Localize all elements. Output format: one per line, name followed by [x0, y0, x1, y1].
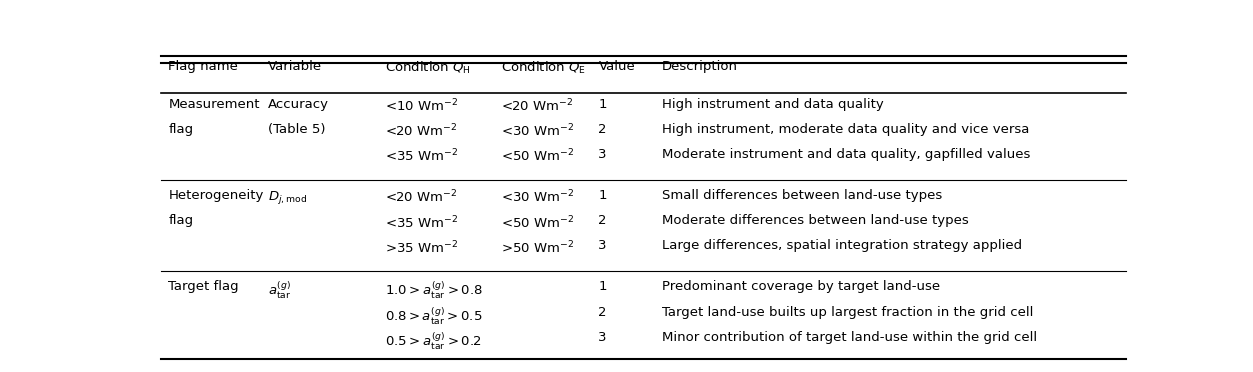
Text: Target land-use builts up largest fraction in the grid cell: Target land-use builts up largest fracti…: [662, 305, 1032, 318]
Text: Variable: Variable: [268, 60, 322, 73]
Text: >50 Wm$^{-2}$: >50 Wm$^{-2}$: [501, 240, 574, 256]
Text: <30 Wm$^{-2}$: <30 Wm$^{-2}$: [501, 123, 574, 140]
Text: Moderate differences between land-use types: Moderate differences between land-use ty…: [662, 214, 969, 227]
Text: flag: flag: [168, 214, 193, 227]
Text: Measurement: Measurement: [168, 97, 259, 110]
Text: <10 Wm$^{-2}$: <10 Wm$^{-2}$: [385, 97, 457, 114]
Text: High instrument, moderate data quality and vice versa: High instrument, moderate data quality a…: [662, 123, 1029, 136]
Text: 1: 1: [599, 189, 606, 202]
Text: Condition $Q_{\mathrm{H}}$: Condition $Q_{\mathrm{H}}$: [385, 60, 471, 76]
Text: $0.5 > a_{\mathrm{tar}}^{(g)} > 0.2$: $0.5 > a_{\mathrm{tar}}^{(g)} > 0.2$: [385, 331, 481, 352]
Text: Minor contribution of target land-use within the grid cell: Minor contribution of target land-use wi…: [662, 331, 1036, 344]
Text: $a_{\mathrm{tar}}^{(g)}$: $a_{\mathrm{tar}}^{(g)}$: [268, 280, 292, 301]
Text: Accuracy: Accuracy: [268, 97, 330, 110]
Text: $D_{j,\mathrm{mod}}$: $D_{j,\mathrm{mod}}$: [268, 189, 307, 206]
Text: <20 Wm$^{-2}$: <20 Wm$^{-2}$: [501, 97, 574, 114]
Text: Condition $Q_{\mathrm{E}}$: Condition $Q_{\mathrm{E}}$: [501, 60, 586, 76]
Text: Value: Value: [599, 60, 635, 73]
Text: 1: 1: [599, 280, 606, 294]
Text: (Table 5): (Table 5): [268, 123, 326, 136]
Text: $0.8 > a_{\mathrm{tar}}^{(g)} > 0.5$: $0.8 > a_{\mathrm{tar}}^{(g)} > 0.5$: [385, 305, 482, 327]
Text: Flag name: Flag name: [168, 60, 238, 73]
Text: 1: 1: [599, 97, 606, 110]
Text: Moderate instrument and data quality, gapfilled values: Moderate instrument and data quality, ga…: [662, 148, 1030, 161]
Text: <50 Wm$^{-2}$: <50 Wm$^{-2}$: [501, 214, 574, 231]
Text: Heterogeneity: Heterogeneity: [168, 189, 263, 202]
Text: 2: 2: [599, 305, 606, 318]
Text: Large differences, spatial integration strategy applied: Large differences, spatial integration s…: [662, 240, 1021, 253]
Text: <50 Wm$^{-2}$: <50 Wm$^{-2}$: [501, 148, 574, 165]
Text: Small differences between land-use types: Small differences between land-use types: [662, 189, 942, 202]
Text: High instrument and data quality: High instrument and data quality: [662, 97, 883, 110]
Text: Description: Description: [662, 60, 738, 73]
Text: <35 Wm$^{-2}$: <35 Wm$^{-2}$: [385, 214, 457, 231]
Text: <30 Wm$^{-2}$: <30 Wm$^{-2}$: [501, 189, 574, 206]
Text: <20 Wm$^{-2}$: <20 Wm$^{-2}$: [385, 189, 457, 206]
Text: 2: 2: [599, 214, 606, 227]
Text: 3: 3: [599, 331, 606, 344]
Text: flag: flag: [168, 123, 193, 136]
Text: <35 Wm$^{-2}$: <35 Wm$^{-2}$: [385, 148, 457, 165]
Text: 2: 2: [599, 123, 606, 136]
Text: Target flag: Target flag: [168, 280, 239, 294]
Text: <20 Wm$^{-2}$: <20 Wm$^{-2}$: [385, 123, 457, 140]
Text: 3: 3: [599, 148, 606, 161]
Text: Predominant coverage by target land-use: Predominant coverage by target land-use: [662, 280, 940, 294]
Text: 3: 3: [599, 240, 606, 253]
Text: >35 Wm$^{-2}$: >35 Wm$^{-2}$: [385, 240, 457, 256]
Text: $1.0 > a_{\mathrm{tar}}^{(g)} > 0.8$: $1.0 > a_{\mathrm{tar}}^{(g)} > 0.8$: [385, 280, 482, 301]
